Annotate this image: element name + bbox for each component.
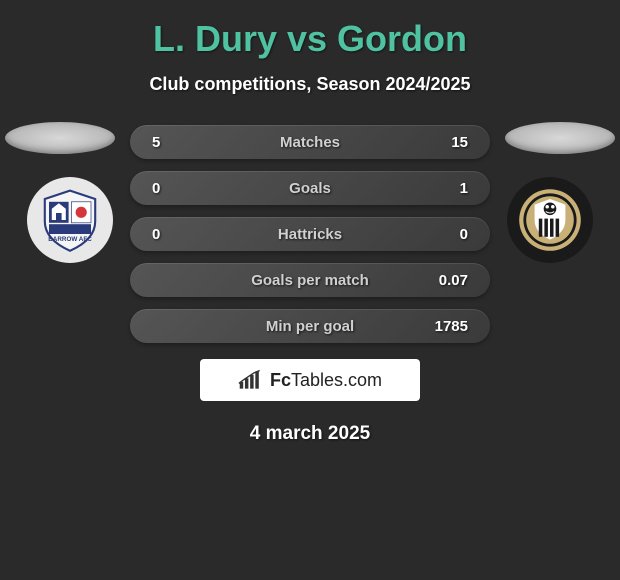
stat-left-value: 5 xyxy=(152,134,160,151)
stat-right-value: 1785 xyxy=(435,318,468,335)
club-badge-left: BARROW AFC xyxy=(27,177,113,263)
stats-rows: 5 Matches 15 0 Goals 1 0 Hattricks 0 Goa… xyxy=(130,125,490,343)
stat-row: Goals per match 0.07 xyxy=(130,263,490,297)
stat-label: Matches xyxy=(280,134,340,151)
club-badge-right xyxy=(507,177,593,263)
stat-left-value: 0 xyxy=(152,226,160,243)
stat-row: 5 Matches 15 xyxy=(130,125,490,159)
player-silhouette-left xyxy=(5,122,115,154)
comparison-subtitle: Club competitions, Season 2024/2025 xyxy=(0,74,620,95)
stat-label: Min per goal xyxy=(266,318,354,335)
stat-right-value: 0 xyxy=(460,226,468,243)
barrow-crest-icon: BARROW AFC xyxy=(35,185,105,255)
brand-logo: FcTables.com xyxy=(200,359,420,401)
svg-text:BARROW AFC: BARROW AFC xyxy=(48,236,92,243)
player-silhouette-right xyxy=(505,122,615,154)
stat-label: Hattricks xyxy=(278,226,342,243)
stat-row: 0 Hattricks 0 xyxy=(130,217,490,251)
chart-bars-icon xyxy=(238,369,264,391)
notts-county-crest-icon xyxy=(515,185,585,255)
stat-right-value: 1 xyxy=(460,180,468,197)
comparison-title: L. Dury vs Gordon xyxy=(0,18,620,60)
stat-row: Min per goal 1785 xyxy=(130,309,490,343)
comparison-date: 4 march 2025 xyxy=(0,423,620,445)
stat-right-value: 15 xyxy=(451,134,468,151)
stat-label: Goals per match xyxy=(251,272,369,289)
stat-right-value: 0.07 xyxy=(439,272,468,289)
stat-row: 0 Goals 1 xyxy=(130,171,490,205)
brand-text: FcTables.com xyxy=(270,370,382,391)
stat-left-value: 0 xyxy=(152,180,160,197)
stat-label: Goals xyxy=(289,180,331,197)
